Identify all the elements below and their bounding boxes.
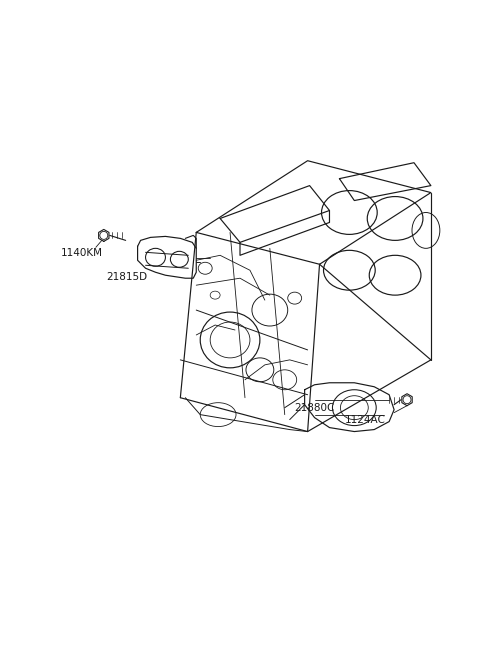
Text: 21815D: 21815D xyxy=(106,272,147,282)
Text: 1140KM: 1140KM xyxy=(61,249,103,258)
Text: 21880C: 21880C xyxy=(295,403,335,413)
Text: 1124AC: 1124AC xyxy=(344,415,385,424)
